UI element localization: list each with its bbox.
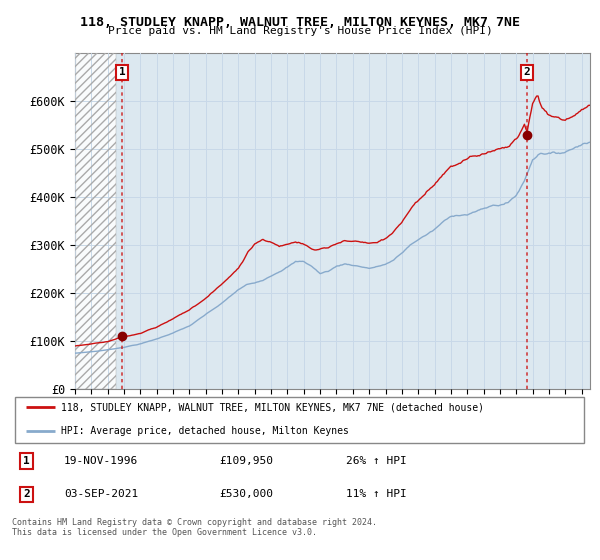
Text: £109,950: £109,950 [220, 456, 274, 466]
Text: 118, STUDLEY KNAPP, WALNUT TREE, MILTON KEYNES, MK7 7NE: 118, STUDLEY KNAPP, WALNUT TREE, MILTON … [80, 16, 520, 29]
Text: 11% ↑ HPI: 11% ↑ HPI [346, 489, 407, 500]
Text: 2: 2 [524, 67, 530, 77]
Text: 03-SEP-2021: 03-SEP-2021 [64, 489, 138, 500]
Text: 2: 2 [23, 489, 30, 500]
Text: 26% ↑ HPI: 26% ↑ HPI [346, 456, 407, 466]
Text: 118, STUDLEY KNAPP, WALNUT TREE, MILTON KEYNES, MK7 7NE (detached house): 118, STUDLEY KNAPP, WALNUT TREE, MILTON … [61, 403, 484, 412]
Text: Contains HM Land Registry data © Crown copyright and database right 2024.
This d: Contains HM Land Registry data © Crown c… [12, 518, 377, 538]
Text: 1: 1 [119, 67, 125, 77]
FancyBboxPatch shape [15, 398, 584, 442]
Text: Price paid vs. HM Land Registry's House Price Index (HPI): Price paid vs. HM Land Registry's House … [107, 26, 493, 36]
Text: £530,000: £530,000 [220, 489, 274, 500]
Text: HPI: Average price, detached house, Milton Keynes: HPI: Average price, detached house, Milt… [61, 426, 349, 436]
Text: 19-NOV-1996: 19-NOV-1996 [64, 456, 138, 466]
Text: 1: 1 [23, 456, 30, 466]
